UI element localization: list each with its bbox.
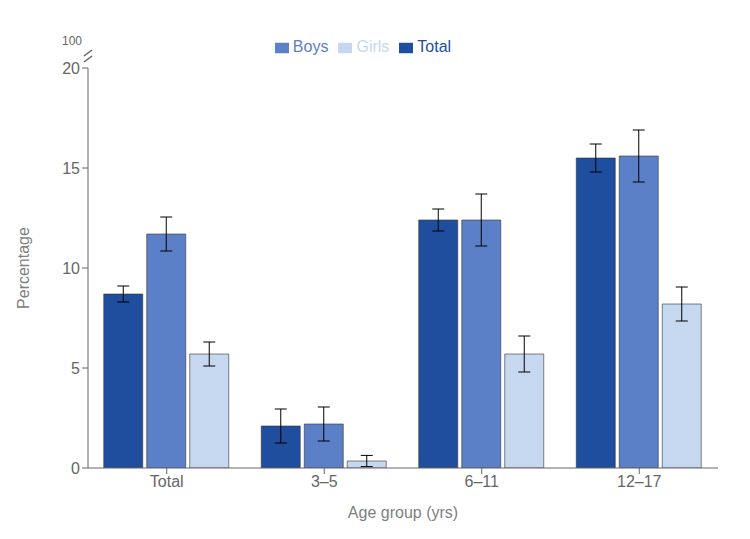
svg-text:15: 15 [62,160,80,177]
svg-text:10: 10 [62,260,80,277]
html-text:100: 100 [62,34,82,48]
svg-text:12–17: 12–17 [617,473,662,490]
svg-text:Age group (yrs): Age group (yrs) [348,504,458,521]
svg-text:6–11: 6–11 [465,473,500,490]
svg-text:Percentage: Percentage [15,227,32,309]
html-text:Boys: Boys [292,38,329,55]
svg-text:5: 5 [71,360,80,377]
svg-text:20: 20 [62,60,80,77]
svg-text:Total: Total [150,473,184,490]
svg-text:0: 0 [71,460,80,477]
html-text:Girls: Girls [356,38,390,55]
html-text:Total: Total [417,38,452,55]
svg-text:3–5: 3–5 [311,473,338,490]
